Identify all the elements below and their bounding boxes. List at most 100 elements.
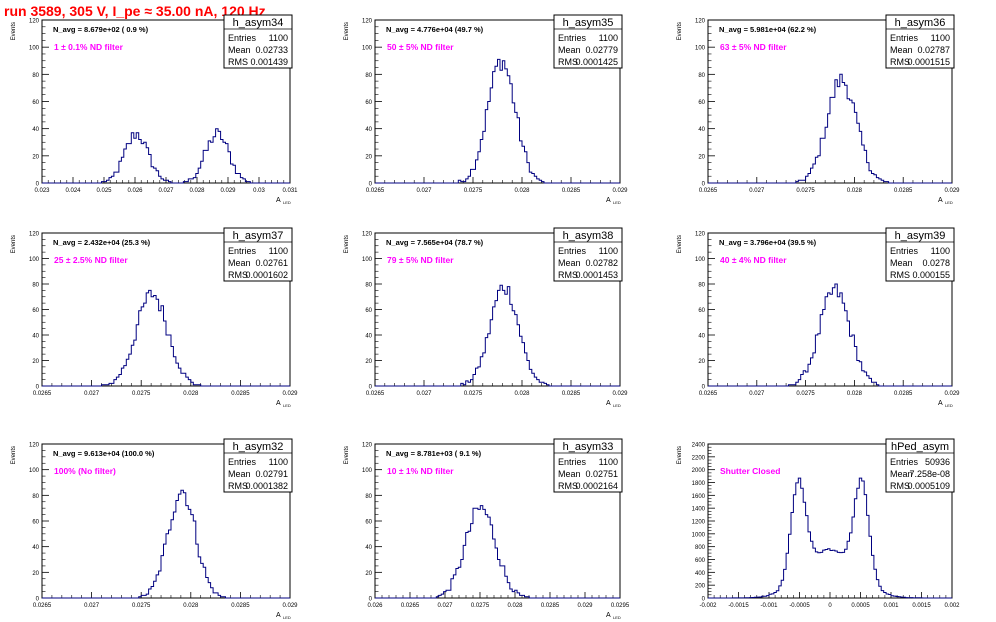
y-tick-label: 100 [29,257,40,263]
y-tick-label: 0 [36,385,40,391]
x-tick-label: 0.026 [127,188,143,194]
x-tick-label: -0.0015 [728,603,749,609]
y-tick-label: 2200 [692,455,706,461]
histogram-line [708,477,952,599]
stats-value-rms: 0.0001602 [245,270,288,280]
x-tick-label: 0.03 [253,188,265,194]
y-tick-label: 120 [695,232,706,238]
stats-label-entries: Entries [558,246,587,256]
stats-label-mean: Mean [558,469,581,479]
x-axis-label: A [276,197,281,204]
histogram-h_asym35: 0 20 40 60 80 100 120 0.0265 0.027 0.0275 0.028 0.0… [344,14,628,205]
y-tick-label: 40 [698,334,705,340]
histogram-line [708,283,952,387]
y-tick-label: 1400 [692,507,706,513]
stats-box [885,227,955,282]
histogram-name: hPed_asym [891,441,949,453]
stats-label-rms: RMS [890,270,910,280]
stats-label-entries: Entries [228,33,257,43]
y-tick-label: 60 [32,100,39,106]
histogram-line [42,128,290,184]
histogram-name: h_asym36 [895,17,946,29]
y-tick-label: 1600 [692,494,706,500]
x-tick-label: 0.028 [847,188,863,194]
x-tick-label: 0.027 [749,391,765,397]
histogram-name: h_asym33 [563,441,614,453]
stats-label-entries: Entries [558,457,587,467]
stats-value-rms: 0.000155 [912,270,950,280]
histogram-line [708,73,952,184]
x-axis-label: A [606,612,611,619]
histogram-name: h_asym34 [233,17,284,29]
x-axis-label-subscript: LED [613,615,621,620]
stats-label-rms: RMS [228,57,248,67]
y-tick-label: 100 [29,46,40,52]
x-axis-label: A [606,400,611,407]
y-tick-label: 1000 [692,532,706,538]
stats-box [885,438,955,493]
x-tick-label: 0.027 [416,391,432,397]
histogram-name: h_asym32 [233,441,284,453]
navg-text: N_avg = 4.776e+04 (49.7 %) [386,25,484,34]
filter-annotation: 63 ± 5% ND filter [720,42,787,52]
stats-label-mean: Mean [890,258,913,268]
y-tick-label: 20 [698,154,705,160]
y-tick-label: 20 [698,359,705,365]
x-tick-label: 0.0265 [33,391,52,397]
filter-annotation: Shutter Closed [720,466,780,476]
y-tick-label: 100 [362,46,373,52]
stats-box [553,227,623,282]
histogram-line [375,284,620,387]
stats-value-mean: 0.02791 [255,469,288,479]
stats-value-entries: 50936 [925,457,950,467]
y-axis-label: Events [677,235,683,253]
stats-value-mean: 0.02751 [585,469,618,479]
navg-text: N_avg = 8.781e+03 ( 9.1 %) [386,449,482,458]
x-axis-label: A [606,197,611,204]
x-tick-label: 0.023 [34,188,50,194]
stats-label-entries: Entries [558,33,587,43]
x-tick-label: 0.0275 [132,603,151,609]
x-tick-label: 0.027 [84,391,100,397]
stats-value-rms: 0.0001515 [907,57,950,67]
x-tick-label: 0.029 [944,188,960,194]
y-tick-label: 40 [365,334,372,340]
stats-value-entries: 1100 [269,246,288,256]
x-tick-label: 0 [828,603,832,609]
x-tick-label: 0.0005 [851,603,870,609]
y-tick-label: 60 [698,308,705,314]
stats-label-entries: Entries [890,246,919,256]
stats-label-rms: RMS [228,481,248,491]
x-tick-label: 0.0265 [33,603,52,609]
x-tick-label: 0.027 [84,603,100,609]
y-tick-label: 40 [32,334,39,340]
y-tick-label: 0 [36,182,40,188]
x-tick-label: 0.0275 [132,391,151,397]
x-tick-label: 0.027 [749,188,765,194]
stats-box [885,14,955,69]
filter-annotation: 100% (No filter) [54,466,116,476]
histogram-h_asym33: 0 20 40 60 80 100 120 0.026 0.0265 0.027 0.0275 0.0… [344,438,630,620]
navg-text: N_avg = 3.796e+04 (39.5 %) [719,238,817,247]
filter-annotation: 1 ± 0.1% ND filter [54,42,124,52]
y-tick-label: 20 [365,359,372,365]
stats-value-mean: 0.02787 [917,45,950,55]
x-tick-label: 0.0265 [401,603,420,609]
filter-annotation: 40 ± 4% ND filter [720,255,787,265]
histogram-hPed_asym: 0 200 400 600 800 1000 1200 1400 1600 1800 2000 220… [677,438,960,609]
x-axis-label-subscript: LED [283,200,291,205]
x-tick-label: 0.027 [416,188,432,194]
stats-label-mean: Mean [228,469,251,479]
y-tick-label: 20 [32,359,39,365]
histogram-line [375,58,620,184]
x-tick-label: 0.025 [96,188,112,194]
stats-value-rms: 0.0005109 [907,481,950,491]
x-tick-label: 0.002 [944,603,960,609]
stats-label-mean: Mean [558,258,581,268]
y-tick-label: 80 [365,494,372,500]
x-tick-label: 0.0285 [894,391,913,397]
x-tick-label: 0.0275 [471,603,490,609]
x-tick-label: 0.031 [282,188,298,194]
histogram-line [42,489,290,599]
y-tick-label: 200 [695,584,706,590]
